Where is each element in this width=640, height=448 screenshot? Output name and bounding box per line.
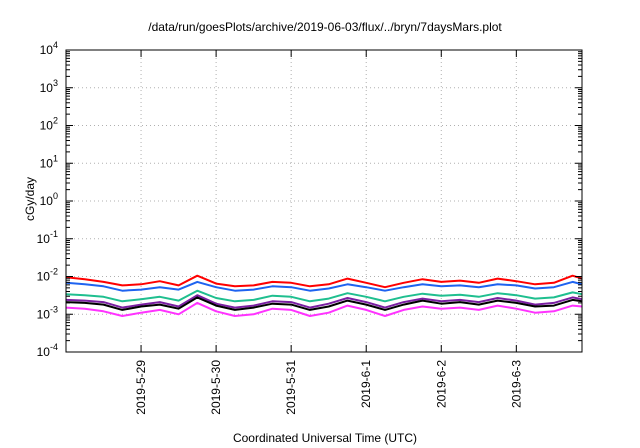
y-tick-label: 10-1 <box>37 229 58 246</box>
series-line <box>65 274 583 289</box>
y-tick-label: 102 <box>40 116 58 133</box>
series-line <box>65 294 583 309</box>
series-line <box>65 296 583 311</box>
x-tick-label: 2019-6-1 <box>359 360 373 408</box>
x-tick-label: 2019-5-31 <box>284 360 298 415</box>
y-tick-label: 100 <box>40 191 58 208</box>
x-tick-label: 2019-6-2 <box>434 360 448 408</box>
series-line <box>65 301 583 317</box>
series-line <box>65 280 583 292</box>
y-tick-label: 10-3 <box>37 304 58 321</box>
x-tick-label: 2019-6-3 <box>509 360 523 408</box>
y-axis: 104 103 102 101 100 10-1 10-2 10-3 10-4 <box>37 40 582 359</box>
x-axis: 2019-5-29 2019-5-30 2019-5-31 2019-6-1 2019-… <box>134 50 523 415</box>
y-tick-label: 101 <box>40 153 58 170</box>
y-axis-label: cGy/day <box>23 177 37 221</box>
y-tick-label: 104 <box>40 40 58 57</box>
y-tick-label: 10-2 <box>37 267 58 284</box>
x-tick-label: 2019-5-30 <box>209 360 223 415</box>
y-tick-label: 10-4 <box>37 342 58 359</box>
x-tick-label: 2019-5-29 <box>134 360 148 415</box>
y-tick-label: 103 <box>40 78 58 95</box>
series-lines <box>65 274 583 317</box>
series-line <box>65 289 583 303</box>
chart-title: /data/run/goesPlots/archive/2019-06-03/f… <box>148 20 502 34</box>
x-axis-label: Coordinated Universal Time (UTC) <box>233 431 417 445</box>
